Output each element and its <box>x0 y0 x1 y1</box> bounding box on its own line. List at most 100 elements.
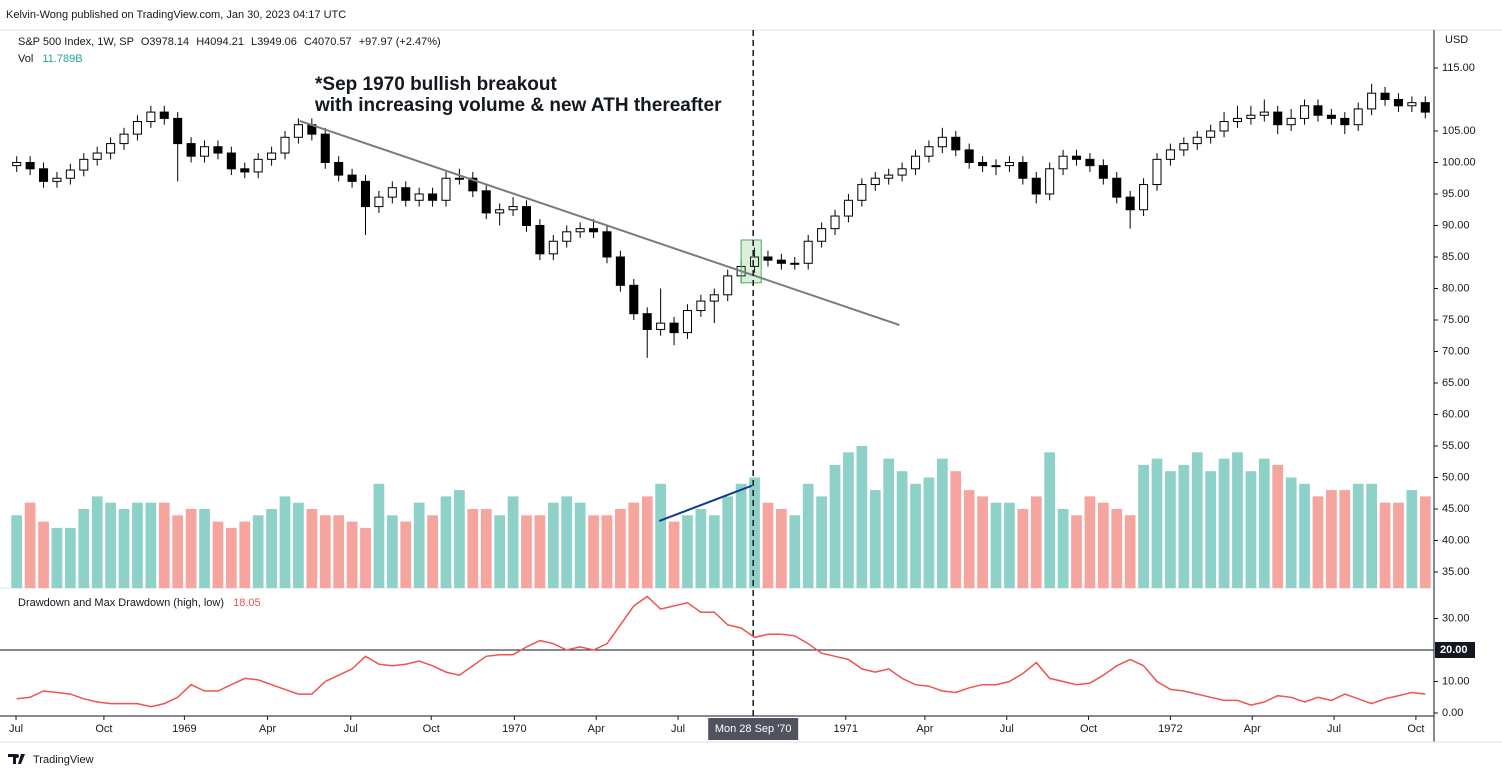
candle-body <box>1018 161 1028 179</box>
candle-body <box>454 177 464 180</box>
volume-bar <box>655 483 666 588</box>
volume-bar <box>534 515 546 588</box>
legend-open: O3978.14 <box>141 36 189 48</box>
candle-body <box>468 177 478 192</box>
candle-body <box>1004 161 1014 167</box>
volume-bar <box>923 477 935 588</box>
candle-body <box>481 190 491 214</box>
volume-bar <box>1299 483 1310 588</box>
candle-body <box>1112 177 1122 198</box>
candle-body <box>334 161 344 176</box>
volume-bar <box>440 496 452 588</box>
y-tick-label: 80.00 <box>1442 282 1470 294</box>
volume-bar <box>990 502 1002 588</box>
annotation: *Sep 1970 bullish breakout <box>315 74 557 95</box>
volume-bar <box>1285 477 1297 588</box>
volume-bar <box>252 515 264 588</box>
candle-body <box>1031 177 1041 195</box>
candle-body <box>495 209 505 214</box>
candle-body <box>1407 102 1417 107</box>
candle-body <box>267 152 277 160</box>
volume-bar <box>1326 490 1337 588</box>
x-tick-label: Apr <box>916 723 933 735</box>
y-tick-label: 85.00 <box>1442 251 1470 263</box>
candle-body <box>360 180 371 208</box>
candle-body <box>843 199 853 217</box>
x-tick-label: 1972 <box>1158 723 1182 735</box>
candle-body <box>1259 111 1269 116</box>
volume-bar <box>588 515 599 588</box>
candle-body <box>65 169 75 179</box>
candle-body <box>401 187 411 201</box>
y-tick-label: 65.00 <box>1442 377 1470 389</box>
x-tick-label: Jul <box>1000 723 1014 735</box>
candle-body <box>1286 117 1296 126</box>
volume-bar <box>1258 458 1270 588</box>
candle-body <box>548 240 558 255</box>
candle-body <box>1393 98 1403 107</box>
x-tick-label: Oct <box>423 723 440 735</box>
candle-body <box>1340 117 1350 126</box>
indicator-value: 18.05 <box>233 597 261 609</box>
candle-body <box>1420 102 1430 113</box>
currency: USD <box>1445 34 1468 46</box>
x-tick-label: Apr <box>588 723 605 735</box>
level-label: 20.00 <box>1440 644 1468 656</box>
candle-body <box>1139 184 1149 211</box>
volume-bar <box>105 502 116 588</box>
candle-body <box>387 187 397 198</box>
candle-body <box>414 193 424 201</box>
volume-bar <box>628 502 640 588</box>
volume-bar <box>936 458 948 588</box>
candle-body <box>132 121 142 135</box>
candle-body <box>1085 158 1095 167</box>
volume-bar <box>1111 508 1123 588</box>
candle-body <box>830 215 840 230</box>
y-tick-label: 90.00 <box>1442 219 1470 231</box>
volume-bar <box>601 515 613 588</box>
y-tick-label: 115.00 <box>1442 62 1475 74</box>
level-label-box <box>1435 642 1475 659</box>
volume-bar <box>346 521 358 588</box>
candle-body <box>1367 92 1377 110</box>
volume-bar <box>239 521 251 588</box>
candle-body <box>535 224 545 255</box>
candle-body <box>280 136 290 154</box>
candle-body <box>817 228 827 242</box>
volume-bar <box>547 502 559 588</box>
volume-bar <box>1178 464 1190 588</box>
candle-body <box>79 158 89 171</box>
crosshair-label: Mon 28 Sep '70 <box>715 723 792 735</box>
volume-bar <box>950 471 962 588</box>
volume-bar <box>910 483 921 588</box>
indicator-legend: Drawdown and Max Drawdown (high, low) 18… <box>18 597 261 609</box>
volume-bar <box>51 527 63 588</box>
candle-body <box>763 256 773 261</box>
volume-bar <box>1339 490 1351 588</box>
volume-last: 11.789B <box>42 53 82 65</box>
volume-bar <box>1165 471 1176 588</box>
candle-body <box>173 117 183 145</box>
volume-bar <box>225 527 237 588</box>
candle-body <box>12 161 22 167</box>
volume-bar <box>574 502 586 588</box>
volume-bar <box>480 508 492 588</box>
candle-body <box>776 259 786 264</box>
candle-body <box>213 146 223 154</box>
candle-body <box>199 146 210 157</box>
candle-body <box>1206 130 1216 138</box>
candle-body <box>682 310 692 334</box>
x-tick-label: Oct <box>1080 723 1097 735</box>
candle-body <box>924 146 934 157</box>
volume-bar <box>1379 502 1391 588</box>
volume-bar <box>1272 464 1284 588</box>
volume-bar <box>1205 471 1217 588</box>
candle-body <box>1246 114 1256 119</box>
candle-body <box>669 322 679 334</box>
candle-body <box>428 193 438 201</box>
breakout-box <box>740 239 762 284</box>
candle-body <box>25 161 35 170</box>
legend-high: H4094.21 <box>196 36 244 48</box>
candle-body <box>253 158 263 173</box>
